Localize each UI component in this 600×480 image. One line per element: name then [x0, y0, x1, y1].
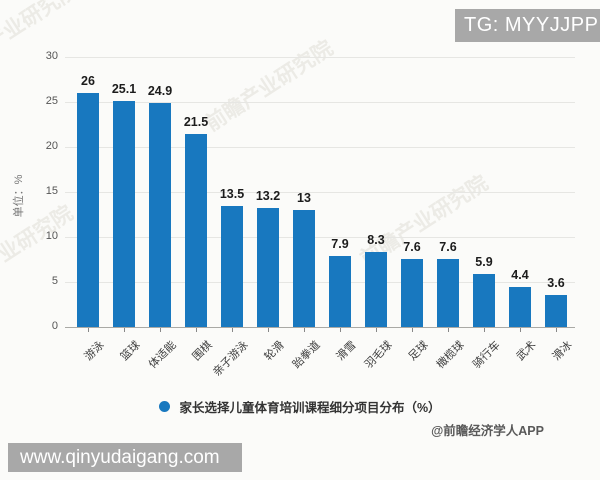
bar — [545, 294, 567, 327]
x-axis-line — [65, 327, 575, 328]
x-category-label: 滑冰 — [550, 339, 575, 364]
bar — [257, 208, 279, 327]
x-tick — [304, 328, 305, 332]
bar-value-label: 13.5 — [219, 186, 245, 201]
y-tick-label: 25 — [45, 95, 58, 107]
x-category-label: 亲子游泳 — [211, 339, 251, 379]
bar — [473, 273, 495, 327]
bar-value-label: 4.4 — [511, 268, 529, 283]
bar — [401, 258, 423, 327]
bar-value-label: 3.6 — [547, 275, 565, 290]
bar-value-label: 25.1 — [111, 82, 137, 97]
bar — [437, 258, 459, 327]
x-tick — [520, 328, 521, 332]
bar-value-label: 7.6 — [403, 239, 421, 254]
x-category-label: 篮球 — [118, 339, 143, 364]
y-tick-label: 10 — [45, 230, 58, 242]
x-category-label: 足球 — [406, 339, 431, 364]
x-tick — [340, 328, 341, 332]
x-tick — [556, 328, 557, 332]
bar-value-label: 21.5 — [183, 114, 209, 129]
gridline — [65, 282, 575, 283]
x-tick — [268, 328, 269, 332]
x-category-label: 滑雪 — [334, 339, 359, 364]
bar-value-label: 7.6 — [439, 239, 457, 254]
x-tick — [88, 328, 89, 332]
bar — [365, 252, 387, 327]
y-axis-title: 单位：% — [13, 174, 25, 218]
bar — [509, 287, 531, 327]
y-tick-label: 0 — [51, 320, 58, 332]
bar-value-label: 7.9 — [331, 236, 349, 251]
x-category-label: 武术 — [514, 339, 539, 364]
x-tick — [448, 328, 449, 332]
x-tick — [412, 328, 413, 332]
x-tick — [124, 328, 125, 332]
telegram-watermark-badge: TG: MYYJJPP — [455, 9, 600, 42]
bar — [185, 133, 207, 327]
bar-value-label: 26 — [81, 74, 95, 88]
legend-label: 家长选择儿童体育培训课程细分项目分布（%） — [179, 401, 441, 415]
bar — [77, 93, 99, 327]
y-tick-label: 15 — [45, 185, 58, 197]
source-attribution: @前瞻经济学人APP — [431, 424, 544, 438]
bar — [221, 205, 243, 327]
gridline — [65, 192, 575, 193]
gridline — [65, 102, 575, 103]
bar-value-label: 13.2 — [255, 189, 281, 204]
x-tick — [196, 328, 197, 332]
x-category-label: 跆拳道 — [290, 339, 323, 371]
y-tick-label: 20 — [45, 140, 58, 152]
x-category-label: 骑行车 — [470, 339, 503, 371]
bar — [293, 210, 315, 327]
site-watermark-bar: www.qinyudaigang.com — [8, 443, 242, 472]
x-tick — [232, 328, 233, 332]
gridline — [65, 147, 575, 148]
y-tick-label: 5 — [51, 275, 58, 287]
bar-value-label: 24.9 — [147, 83, 173, 98]
bar-value-label: 5.9 — [475, 254, 493, 269]
gridline — [65, 237, 575, 238]
gridline — [65, 57, 575, 58]
x-category-label: 轮滑 — [262, 339, 287, 364]
x-tick — [376, 328, 377, 332]
background-watermark: 前瞻产业研究院 — [0, 0, 83, 78]
chart-legend: 家长选择儿童体育培训课程细分项目分布（%） — [0, 397, 600, 417]
x-category-label: 羽毛球 — [362, 339, 395, 371]
legend-marker-circle — [159, 401, 171, 412]
bar — [113, 101, 135, 327]
bar-value-label: 13 — [297, 191, 311, 205]
y-tick-label: 30 — [45, 50, 58, 62]
bar — [149, 102, 171, 327]
x-category-label: 橄榄球 — [434, 339, 467, 371]
legend-item: 家长选择儿童体育培训课程细分项目分布（%） — [159, 397, 441, 416]
bar — [329, 255, 351, 327]
x-category-label: 游泳 — [82, 339, 107, 364]
x-tick — [160, 328, 161, 332]
x-category-label: 体适能 — [146, 339, 179, 371]
bar-value-label: 8.3 — [367, 233, 385, 248]
x-tick — [484, 328, 485, 332]
x-category-label: 围棋 — [190, 339, 215, 364]
